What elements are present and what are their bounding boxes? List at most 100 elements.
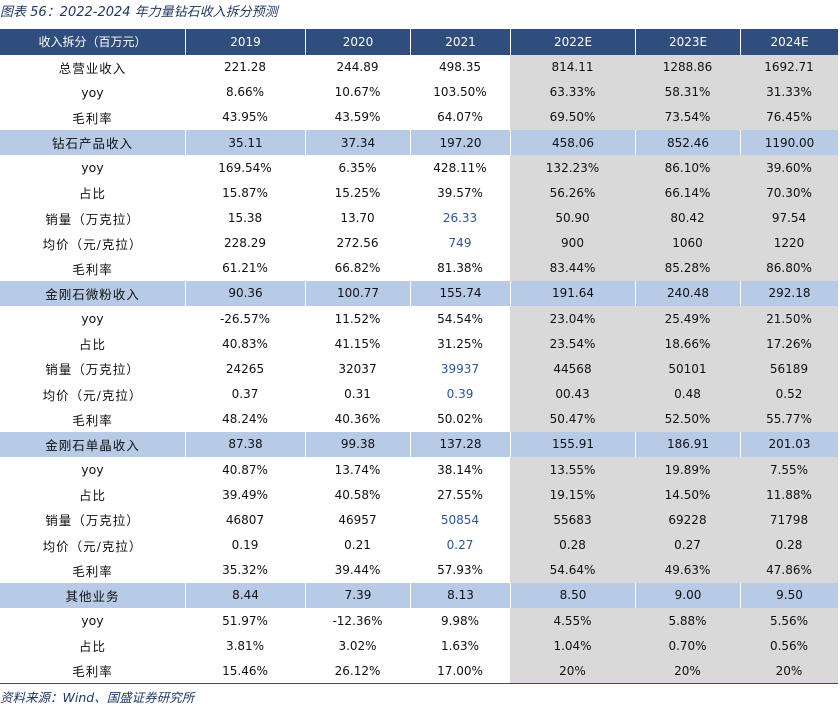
value-cell: 97.54 [740, 205, 838, 231]
value-cell: 48.24% [222, 412, 268, 427]
value-cell: 39.60% [740, 155, 838, 181]
value-cell: 51.97% [222, 613, 268, 628]
value-cell: 8.13 [410, 582, 510, 608]
value-cell: 0.52 [740, 381, 838, 407]
value-cell: 10.67% [334, 85, 381, 100]
value-cell: 66.82% [334, 261, 381, 276]
row-label: 占比 [78, 337, 106, 353]
value-cell: 43.95% [222, 110, 268, 125]
value-cell: 25.49% [635, 306, 740, 332]
value-cell: 50101 [635, 356, 740, 382]
row-label: 销量（万克拉） [45, 362, 140, 378]
value-cell: 8.66% [225, 85, 265, 100]
value-cell: 13.70 [340, 211, 375, 226]
column-header: 2021 [410, 29, 510, 55]
value-cell: 0.27 [635, 532, 740, 558]
value-cell: 00.43 [510, 381, 635, 407]
value-cell: 8.50 [510, 582, 635, 608]
value-cell: 39937 [440, 361, 480, 376]
row-label: 总营业收入 [58, 60, 127, 76]
value-cell: 240.48 [635, 280, 740, 307]
section-row: 其他业务 8.44 7.39 8.13 8.50 9.00 9.50 [0, 582, 838, 608]
value-cell: 52.50% [635, 406, 740, 432]
value-cell: 100.77 [305, 280, 410, 307]
row-label: yoy [81, 160, 104, 176]
value-cell: 458.06 [510, 129, 635, 156]
value-cell: 23.04% [510, 306, 635, 332]
table-row: 总营业收入 221.28 244.89 498.35 814.11 1288.86 1692… [0, 54, 838, 80]
value-cell: 244.89 [336, 60, 379, 75]
corner-header: 收入拆分（百万元） [38, 35, 147, 50]
row-label: 毛利率 [72, 412, 113, 428]
value-cell: 137.28 [410, 431, 510, 457]
value-cell: 56189 [740, 356, 838, 382]
value-cell: 11.88% [740, 482, 838, 508]
value-cell: 63.33% [510, 79, 635, 105]
value-cell: 0.21 [344, 538, 371, 553]
value-cell: 69228 [635, 507, 740, 533]
value-cell: 6.35% [338, 160, 377, 175]
value-cell: 86.10% [635, 155, 740, 181]
value-cell: 47.86% [740, 557, 838, 583]
value-cell: 73.54% [635, 104, 740, 130]
value-cell: 191.64 [510, 280, 635, 307]
revenue-breakdown-table: 收入拆分（百万元） 2019 2020 2021 2022E 2023E 202… [0, 29, 838, 685]
value-cell: 24265 [225, 361, 265, 376]
value-cell: 50.02% [437, 412, 483, 427]
value-cell: 54.64% [510, 557, 635, 583]
value-cell: 292.18 [740, 280, 838, 307]
table-row: 销量（万克拉） 15.38 13.70 26.33 50.90 80.42 97.54 [0, 205, 838, 231]
value-cell: 27.55% [437, 487, 483, 502]
section-label: 钻石产品收入 [51, 136, 133, 152]
figure-caption: 图表 56：2022-2024 年力量钻石收入拆分预测 [0, 5, 278, 20]
value-cell: 201.03 [740, 431, 838, 457]
value-cell: 50854 [440, 512, 480, 527]
value-cell: -26.57% [219, 311, 271, 326]
row-label: 占比 [78, 488, 106, 504]
value-cell: 35.32% [222, 563, 268, 578]
value-cell: 0.48 [635, 381, 740, 407]
value-cell: 61.21% [222, 261, 268, 276]
column-header: 2022E [510, 29, 635, 55]
value-cell: 186.91 [635, 431, 740, 457]
value-cell: 21.50% [740, 306, 838, 332]
value-cell: 1288.86 [635, 54, 740, 80]
value-cell: 1.63% [440, 638, 480, 653]
table-row: 毛利率 15.46% 26.12% 17.00% 20% 20% 20% [0, 658, 838, 684]
section-label: 其他业务 [65, 588, 120, 604]
value-cell: 83.44% [510, 255, 635, 281]
value-cell: 18.66% [635, 331, 740, 357]
value-cell: 46807 [225, 512, 265, 527]
table-row: 均价（元/克拉） 228.29 272.56 749 900 1060 1220 [0, 230, 838, 256]
value-cell: 81.38% [437, 261, 483, 276]
value-cell: 26.12% [334, 663, 381, 678]
table-row: 毛利率 61.21% 66.82% 81.38% 83.44% 85.28% 86.80% [0, 255, 838, 281]
value-cell: 71798 [740, 507, 838, 533]
value-cell: 41.15% [334, 336, 381, 351]
value-cell: 0.37 [231, 387, 259, 402]
table-row: 均价（元/克拉） 0.19 0.21 0.27 0.28 0.27 0.28 [0, 532, 838, 558]
row-label: 销量（万克拉） [45, 513, 140, 529]
value-cell: 56.26% [510, 180, 635, 206]
value-cell: 4.55% [510, 607, 635, 634]
value-cell: 80.42 [635, 205, 740, 231]
section-row: 金刚石微粉收入 90.36 100.77 155.74 191.64 240.48 292.… [0, 280, 838, 307]
value-cell: 13.74% [334, 462, 381, 477]
value-cell: 58.31% [635, 79, 740, 105]
value-cell: 55683 [510, 507, 635, 533]
row-label: 销量（万克拉） [45, 211, 140, 227]
value-cell: 9.98% [440, 613, 480, 628]
value-cell: 0.28 [510, 532, 635, 558]
value-cell: 31.33% [740, 79, 838, 105]
value-cell: 20% [635, 658, 740, 684]
value-cell: 70.30% [740, 180, 838, 206]
column-header: 2023E [635, 29, 740, 55]
table-row: 占比 40.83% 41.15% 31.25% 23.54% 18.66% 17.26% [0, 331, 838, 357]
value-cell: 7.39 [305, 582, 410, 608]
row-label: 均价（元/克拉） [42, 236, 143, 252]
value-cell: 64.07% [437, 110, 483, 125]
value-cell: 31.25% [437, 336, 483, 351]
value-cell: 90.36 [185, 280, 305, 307]
value-cell: 0.28 [740, 532, 838, 558]
value-cell: 0.31 [344, 387, 371, 402]
